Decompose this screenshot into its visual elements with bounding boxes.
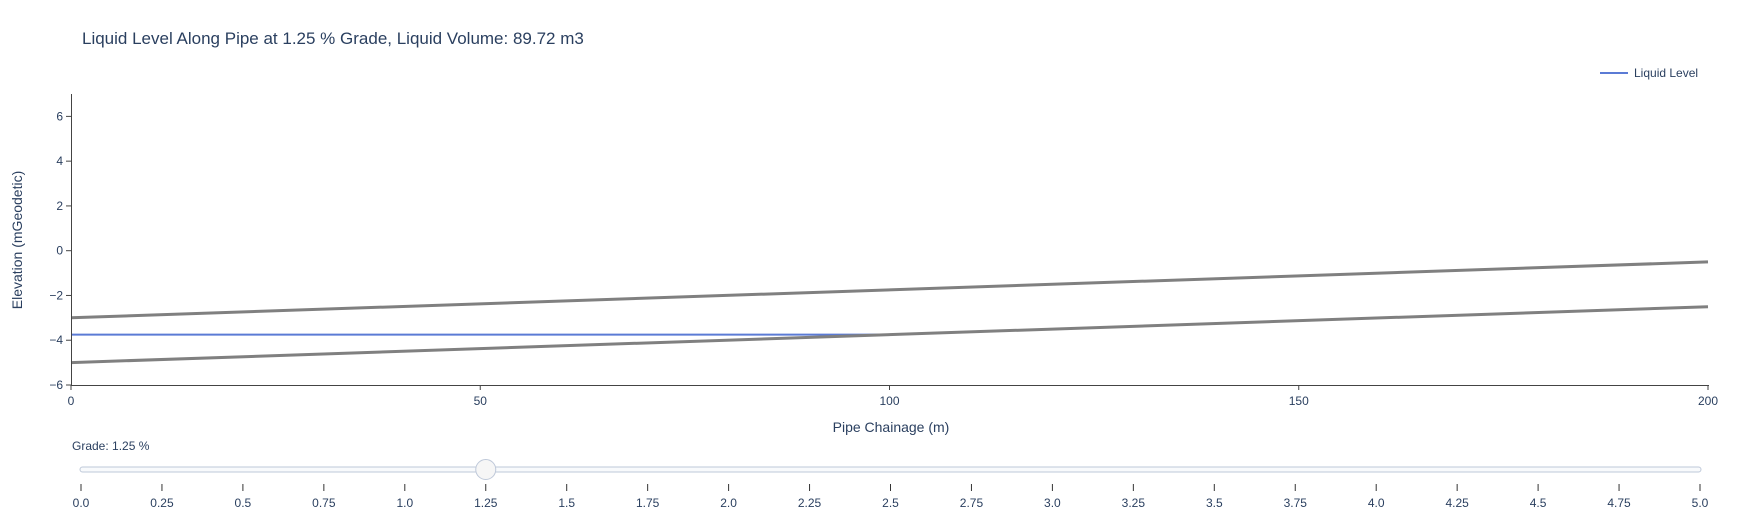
y-tick-label: 2 <box>56 199 63 213</box>
slider-track[interactable] <box>79 466 1702 473</box>
pipe-crown-line <box>70 260 1709 320</box>
x-tick-label: 200 <box>1698 394 1718 408</box>
slider-step-label[interactable]: 0.25 <box>150 496 174 510</box>
slider-step-label[interactable]: 5.0 <box>1692 496 1709 510</box>
slider-step-label[interactable]: 0.75 <box>312 496 336 510</box>
x-tick-label: 100 <box>879 394 899 408</box>
slider-step-label[interactable]: 4.25 <box>1445 496 1469 510</box>
slider-step-label[interactable]: 0.0 <box>73 496 90 510</box>
slider-handle[interactable] <box>475 459 497 480</box>
slider-step-label[interactable]: 2.5 <box>882 496 899 510</box>
x-tick-label: 50 <box>474 394 488 408</box>
y-tick-label: 6 <box>56 109 63 123</box>
slider-step-label[interactable]: 3.75 <box>1284 496 1308 510</box>
y-tick-label: 0 <box>56 244 63 258</box>
slider-step-label[interactable]: 0.5 <box>235 496 252 510</box>
slider-label: Grade: 1.25 % <box>72 439 150 453</box>
legend-label-liquid-level: Liquid Level <box>1634 66 1698 80</box>
pipe-invert-line <box>70 305 1709 365</box>
legend[interactable]: Liquid Level <box>1600 66 1698 80</box>
plot-area <box>70 260 1709 365</box>
slider-step-label[interactable]: 4.5 <box>1530 496 1547 510</box>
slider-step-label[interactable]: 3.25 <box>1122 496 1146 510</box>
y-axis-title: Elevation (mGeodetic) <box>9 171 25 310</box>
slider-step-label[interactable]: 3.5 <box>1206 496 1223 510</box>
chart-title: Liquid Level Along Pipe at 1.25 % Grade,… <box>82 29 584 48</box>
slider-step-label[interactable]: 1.75 <box>636 496 660 510</box>
slider-step-label[interactable]: 3.0 <box>1044 496 1061 510</box>
y-tick-label: 4 <box>56 154 63 168</box>
slider-step-label[interactable]: 1.25 <box>474 496 498 510</box>
x-tick-label: 150 <box>1289 394 1309 408</box>
x-tick-label: 0 <box>68 394 75 408</box>
slider-step-label[interactable]: 2.75 <box>960 496 984 510</box>
x-axis-title: Pipe Chainage (m) <box>833 419 950 435</box>
slider-ticks: 0.0 0.25 0.5 0.75 1.0 1.25 1.5 1.75 2.0 2.25 2.5 2.… <box>73 484 1709 510</box>
slider-step-label[interactable]: 2.25 <box>798 496 822 510</box>
y-tick-label: −6 <box>49 378 63 392</box>
x-ticks: 0 50 100 150 200 <box>68 385 1718 408</box>
slider-step-label[interactable]: 1.0 <box>396 496 413 510</box>
slider-step-label[interactable]: 2.0 <box>720 496 737 510</box>
slider-step-label[interactable]: 4.0 <box>1368 496 1385 510</box>
slider-step-label[interactable]: 1.5 <box>558 496 575 510</box>
y-ticks: −6 −4 −2 0 2 4 6 <box>49 109 71 392</box>
y-tick-label: −4 <box>49 333 63 347</box>
y-tick-label: −2 <box>49 288 63 302</box>
slider-step-label[interactable]: 4.75 <box>1607 496 1631 510</box>
